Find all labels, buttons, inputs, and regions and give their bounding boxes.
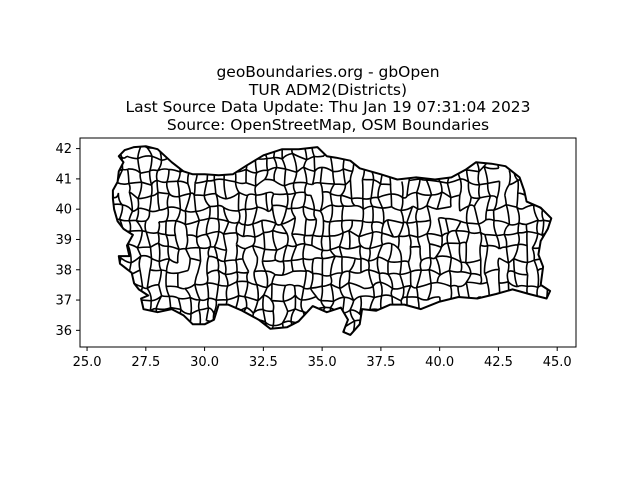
- y-tick-label: 38: [55, 263, 72, 278]
- y-tick-label: 36: [55, 324, 72, 339]
- map-title-line-2: TUR ADM2(Districts): [248, 81, 408, 99]
- y-tick-label: 40: [55, 203, 72, 218]
- x-tick-label: 35.0: [308, 355, 337, 370]
- map-title-line-3: Last Source Data Update: Thu Jan 19 07:3…: [125, 98, 531, 116]
- y-tick-label: 42: [55, 142, 72, 157]
- x-tick-label: 27.5: [131, 355, 160, 370]
- axes-frame: [79, 137, 577, 348]
- x-tick-label: 25.0: [73, 355, 102, 370]
- x-tick-label: 30.0: [190, 355, 219, 370]
- x-tick-label: 40.0: [425, 355, 454, 370]
- y-tick-label: 41: [55, 172, 72, 187]
- y-tick-label: 39: [55, 233, 72, 248]
- y-axis: 36 37 38 39 40 41 42: [55, 142, 80, 339]
- x-axis: 25.0 27.5 30.0 32.5 35.0 37.5 40.0 42.5 45.0: [73, 347, 572, 370]
- y-tick-label: 37: [55, 294, 72, 309]
- x-tick-label: 37.5: [366, 355, 395, 370]
- map-title-line-4: Source: OpenStreetMap, OSM Boundaries: [166, 116, 490, 134]
- country-outline: [111, 145, 553, 336]
- x-tick-label: 45.0: [543, 355, 572, 370]
- x-tick-label: 42.5: [484, 355, 513, 370]
- map-title-line-1: geoBoundaries.org - gbOpen: [216, 63, 440, 81]
- x-tick-label: 32.5: [249, 355, 278, 370]
